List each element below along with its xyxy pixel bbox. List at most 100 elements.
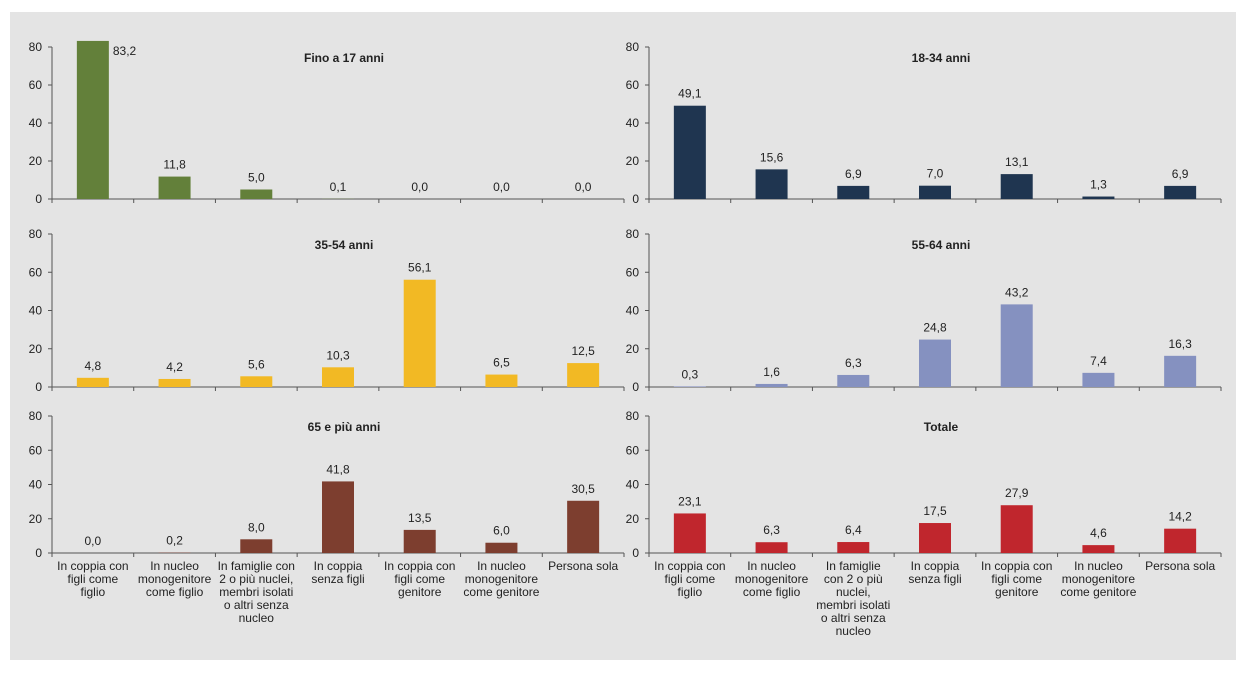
data-label: 5,6 [248, 357, 265, 371]
data-label: 0,1 [330, 180, 347, 194]
data-label: 6,4 [845, 523, 862, 537]
category-label: In nucleo monogenitore come genitore [463, 559, 539, 599]
data-label: 4,6 [1090, 526, 1107, 540]
bar [837, 185, 870, 199]
y-tick-label: 20 [626, 342, 640, 356]
bar [1164, 355, 1197, 387]
data-label: 30,5 [571, 482, 595, 496]
y-tick-label: 40 [626, 478, 640, 492]
category-label: Persona sola [548, 559, 618, 573]
bar [1082, 545, 1115, 553]
data-label: 11,8 [163, 158, 186, 172]
data-label: 0,0 [411, 180, 428, 194]
bar [1000, 304, 1033, 387]
bar [322, 367, 354, 387]
bar [755, 542, 788, 553]
y-tick-label: 0 [632, 192, 639, 206]
bar [673, 105, 706, 199]
data-label: 14,2 [1168, 510, 1192, 524]
y-tick-label: 80 [626, 227, 640, 241]
bar [76, 40, 109, 199]
y-tick-label: 20 [29, 154, 43, 168]
y-tick-label: 0 [35, 192, 42, 206]
y-tick-label: 60 [626, 265, 640, 279]
data-label: 8,0 [248, 520, 265, 534]
data-label: 5,0 [248, 171, 265, 185]
category-label: Persona sola [1145, 559, 1215, 573]
data-label: 23,1 [678, 494, 702, 508]
panel-title: Fino a 17 anni [304, 51, 384, 65]
y-tick-label: 20 [29, 512, 43, 526]
data-label: 49,1 [678, 87, 702, 101]
data-label: 0,0 [493, 180, 510, 194]
y-tick-label: 60 [29, 265, 43, 279]
category-label: In nucleo monogenitore come genitore [1060, 559, 1136, 599]
data-label: 56,1 [408, 261, 432, 275]
data-label: 12,5 [571, 344, 595, 358]
data-label: 6,9 [845, 167, 862, 181]
y-tick-label: 80 [29, 227, 43, 241]
data-label: 6,3 [763, 523, 780, 537]
data-label: 6,5 [493, 356, 510, 370]
data-label: 6,3 [845, 356, 862, 370]
y-tick-label: 40 [29, 304, 43, 318]
data-label: 1,6 [763, 365, 780, 379]
y-tick-label: 0 [632, 546, 639, 560]
y-tick-label: 20 [626, 154, 640, 168]
panel-title: 18-34 anni [912, 51, 971, 65]
y-tick-label: 40 [626, 304, 640, 318]
data-label: 7,4 [1090, 354, 1107, 368]
chart-panel: 0 20 40 60 80 Fino a 17 anni 83,2 11,8 5,0 0,1 0,0… [10, 12, 1236, 660]
bar [837, 374, 870, 387]
y-tick-label: 0 [35, 380, 42, 394]
panel-title: 55-64 anni [912, 238, 971, 252]
data-label: 13,1 [1005, 155, 1029, 169]
y-tick-label: 0 [632, 380, 639, 394]
bar [1164, 185, 1197, 199]
data-label: 0,0 [575, 180, 592, 194]
panel-title: 35-54 anni [315, 238, 374, 252]
data-label: 4,2 [166, 360, 183, 374]
bar [1000, 174, 1033, 199]
panel-title: 65 e più anni [308, 420, 381, 434]
bar [485, 374, 518, 387]
data-label: 6,0 [493, 524, 510, 538]
category-label: In coppia con figli come genitore [384, 559, 455, 599]
category-label: In coppia con figli come figlio [57, 559, 128, 599]
y-tick-label: 60 [29, 443, 43, 457]
data-label: 16,3 [1168, 337, 1192, 351]
data-label: 83,2 [113, 44, 137, 58]
panel-title: Totale [924, 420, 959, 434]
data-label: 24,8 [923, 321, 947, 335]
y-tick-label: 80 [29, 409, 43, 423]
bar [1082, 372, 1115, 387]
data-label: 43,2 [1005, 285, 1029, 299]
bar [673, 513, 706, 553]
bar [567, 500, 600, 553]
data-label: 41,8 [326, 462, 350, 476]
bar [1000, 505, 1033, 553]
bar [322, 481, 354, 553]
y-tick-label: 80 [29, 40, 43, 54]
data-label: 17,5 [923, 504, 947, 518]
bar [158, 378, 191, 387]
y-tick-label: 0 [35, 546, 42, 560]
category-label: In coppia con figli come genitore [981, 559, 1052, 599]
bar [755, 169, 788, 199]
bar [1082, 196, 1115, 199]
data-label: 4,8 [85, 359, 102, 373]
y-tick-label: 20 [29, 342, 43, 356]
category-label: In coppia senza figli [908, 559, 961, 586]
bar [919, 523, 951, 553]
bar [403, 279, 436, 387]
y-tick-label: 60 [626, 78, 640, 92]
bar [1164, 528, 1197, 553]
category-label: In nucleo monogenitore come figlio [138, 559, 212, 599]
data-label: 13,5 [408, 511, 432, 525]
bar [567, 363, 600, 387]
data-label: 0,3 [682, 367, 699, 381]
data-label: 0,0 [85, 534, 102, 548]
small-multiples-chart: 0 20 40 60 80 Fino a 17 anni 83,2 11,8 5,0 0,1 0,0… [29, 40, 1222, 638]
category-label: In famiglie con 2 o più nuclei, membri iso… [218, 559, 295, 625]
data-label: 10,3 [326, 348, 350, 362]
